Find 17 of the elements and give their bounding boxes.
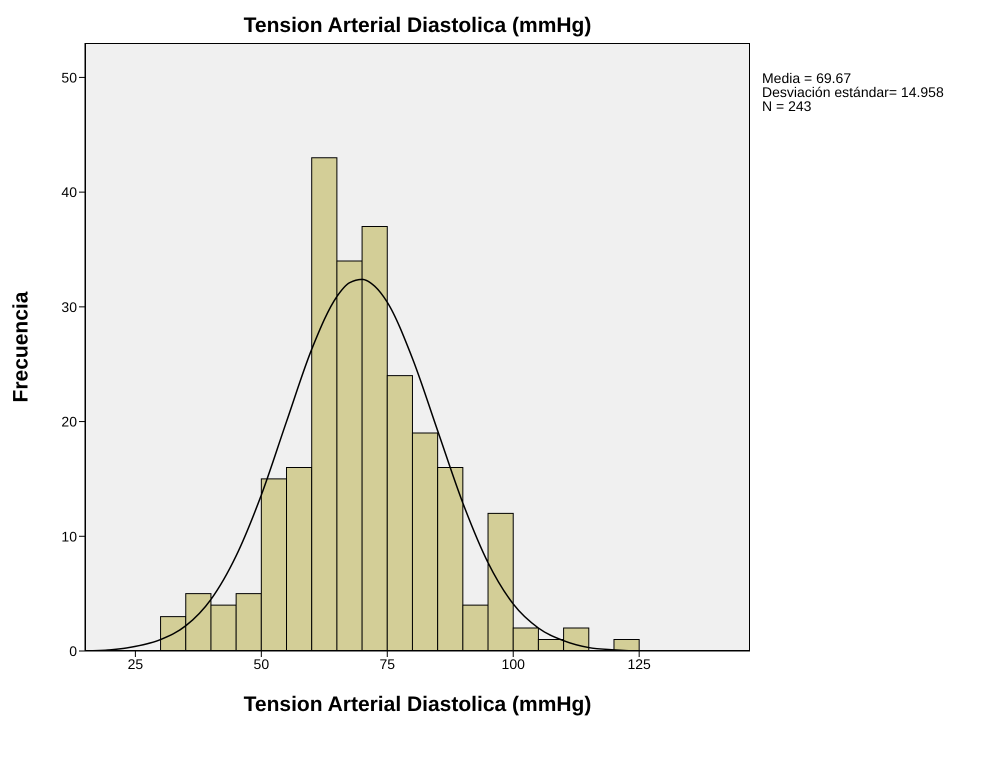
text: N = 243: [762, 98, 812, 114]
y-tick-label: 40: [61, 184, 78, 200]
text: Media = 69.67: [762, 70, 852, 86]
y-tick-label: 0: [69, 642, 78, 659]
y-tick-label: 50: [61, 69, 78, 86]
y-tick-label: 10: [61, 528, 78, 544]
y-axis-title: Frecuencia: [9, 291, 32, 402]
y-tick-label: 20: [61, 414, 78, 430]
x-tick-label: 75: [379, 656, 396, 672]
x-axis-title: Tension Arterial Diastolica (mmHg): [244, 693, 592, 716]
y-tick-label: 30: [61, 298, 78, 315]
text: Desviación estándar= 14.958: [762, 84, 944, 100]
x-tick-label: 125: [627, 656, 652, 672]
chart-title: Tension Arterial Diastolica (mmHg): [242, 14, 592, 38]
x-tick-label: 100: [502, 656, 526, 672]
x-tick-label: 25: [128, 656, 144, 672]
x-tick-label: 50: [254, 656, 270, 672]
